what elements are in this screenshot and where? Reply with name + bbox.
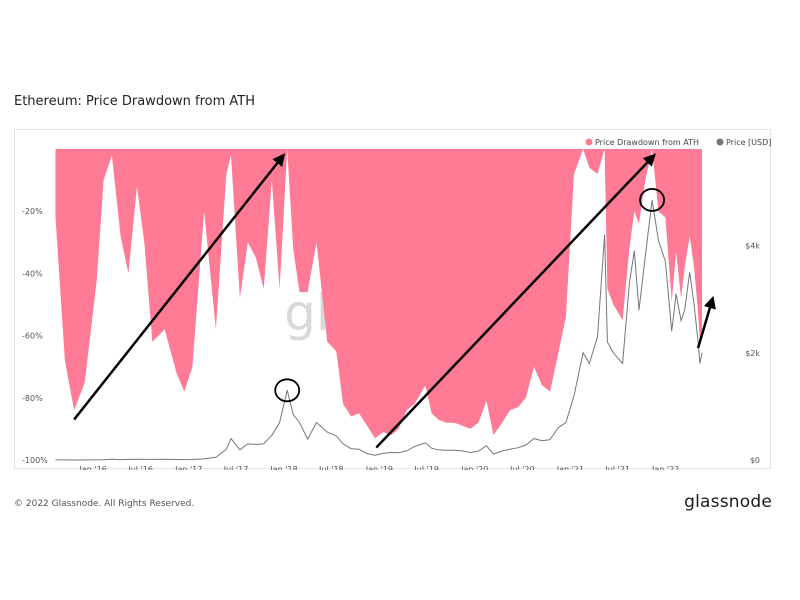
x-tick-label: Jan '22 xyxy=(651,465,679,470)
x-tick-label: Jul '21 xyxy=(604,465,630,470)
brand-logo: glassnode xyxy=(684,492,772,512)
x-tick-label: Jul '19 xyxy=(413,465,439,470)
x-tick-label: Jan '21 xyxy=(556,465,584,470)
y-right-tick-label: $4k xyxy=(745,242,760,251)
x-tick-label: Jan '16 xyxy=(79,465,107,470)
legend[interactable]: Price Drawdown from ATH Price [USD] xyxy=(585,138,772,147)
annotation-layer xyxy=(73,153,716,449)
legend-price-swatch xyxy=(716,138,724,146)
axes-layer: -20% -40% -60% -80% -100% $4k $2k $0 Jan '16 Jul … xyxy=(22,207,760,474)
y-right-tick-label: $2k xyxy=(745,349,760,358)
chart-panel: gl -20% -40% -60% -80% -100% $4k $2k $0 Jan '16 J… xyxy=(14,129,772,474)
y-left-tick-label: -60% xyxy=(22,332,43,341)
legend-drawdown-label[interactable]: Price Drawdown from ATH xyxy=(595,138,699,147)
trend-arrow-3 xyxy=(696,295,716,349)
footer-copyright: © 2022 Glassnode. All Rights Reserved. xyxy=(14,499,195,509)
price-line xyxy=(55,199,703,461)
y-right-tick-label: $0 xyxy=(750,456,760,465)
x-tick-label: Jul '20 xyxy=(509,465,535,470)
trend-arrow-1 xyxy=(73,153,286,421)
drawdown-area-layer xyxy=(55,149,702,439)
peak-circle-4 xyxy=(274,378,301,403)
y-left-tick-label: -40% xyxy=(22,269,43,278)
x-tick-label: Jan '18 xyxy=(269,465,297,470)
y-left-tick-label: -100% xyxy=(22,456,48,465)
drawdown-area xyxy=(55,149,702,439)
legend-drawdown-swatch xyxy=(585,138,593,146)
y-left-tick-label: -80% xyxy=(22,394,43,403)
x-tick-label: Jul '18 xyxy=(318,465,344,470)
chart-title: Ethereum: Price Drawdown from ATH xyxy=(14,94,256,109)
peak-circle-5 xyxy=(639,188,665,212)
x-tick-label: Jan '20 xyxy=(460,465,488,470)
trend-arrow-2 xyxy=(375,153,656,449)
x-tick-label: Jan '19 xyxy=(365,465,393,470)
x-tick-label: Jul '17 xyxy=(223,465,249,470)
price-line-layer xyxy=(55,199,703,461)
x-tick-label: Jul '16 xyxy=(127,465,153,470)
y-left-tick-label: -20% xyxy=(22,207,43,216)
legend-price-label[interactable]: Price [USD] xyxy=(726,138,771,147)
x-tick-label: Jan '17 xyxy=(174,465,202,470)
